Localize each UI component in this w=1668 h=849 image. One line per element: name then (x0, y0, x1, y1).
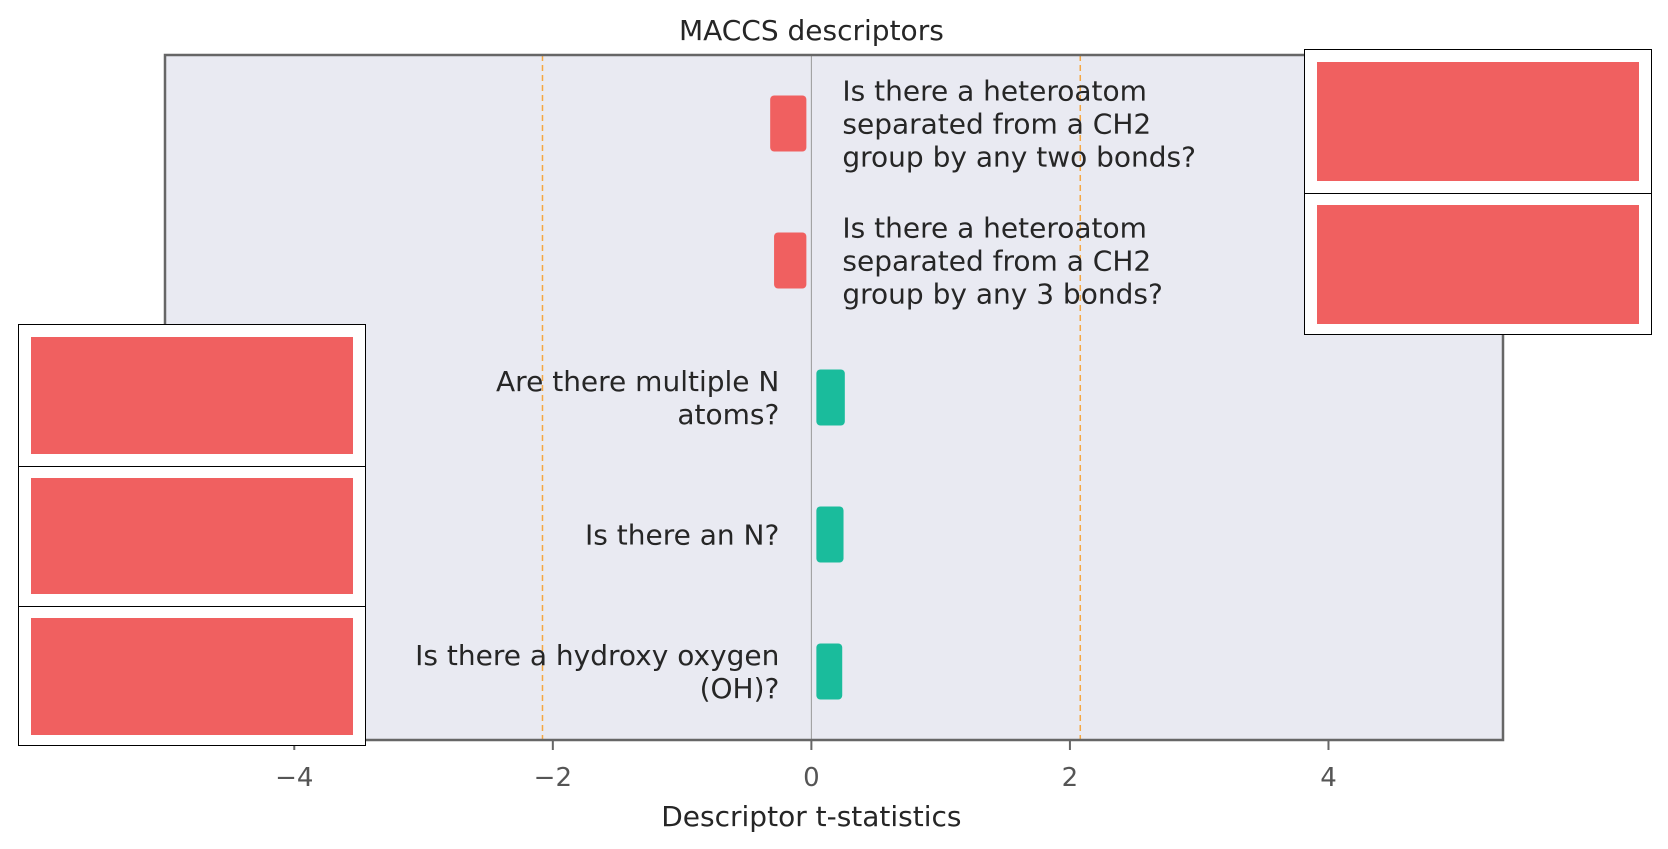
inset-image-top-right (1304, 49, 1652, 335)
bar-1 (770, 95, 807, 152)
inset-swatch-2 (1317, 205, 1639, 324)
bar-label-4: Is there an N? (585, 519, 779, 552)
reference-lines (541, 55, 1082, 740)
inset-divider (1305, 193, 1651, 194)
bar-label-5: Is there a hydroxy oxygen (OH)? (415, 639, 779, 705)
x-tick-label: −2 (534, 763, 572, 793)
x-axis-ticks: −4 −2 0 2 4 (275, 740, 1337, 793)
x-tick-label: −4 (275, 763, 313, 793)
inset-swatch-2 (31, 477, 353, 595)
x-tick-label: 2 (1062, 763, 1079, 793)
x-axis-label: Descriptor t-statistics (661, 800, 961, 833)
inset-divider (19, 465, 365, 467)
x-tick-label: 0 (803, 763, 820, 793)
inset-swatch-1 (31, 337, 353, 454)
bar-2 (774, 232, 807, 289)
bar-label-2: Is there a heteroatom separated from a CH… (842, 212, 1162, 311)
bar-4 (816, 506, 844, 563)
bar-label-1: Is there a heteroatom separated from a CH… (842, 75, 1196, 174)
chart-title: MACCS descriptors (679, 14, 944, 47)
bar-labels: Is there a heteroatom separated from a CH… (415, 75, 1196, 706)
inset-image-bottom-left (18, 324, 366, 746)
x-tick-label: 4 (1320, 763, 1337, 793)
inset-swatch-3 (31, 618, 353, 735)
inset-divider (19, 606, 365, 608)
bar-5 (816, 643, 843, 700)
bars (770, 95, 845, 700)
bar-3 (816, 369, 845, 426)
inset-swatch-1 (1317, 62, 1639, 181)
